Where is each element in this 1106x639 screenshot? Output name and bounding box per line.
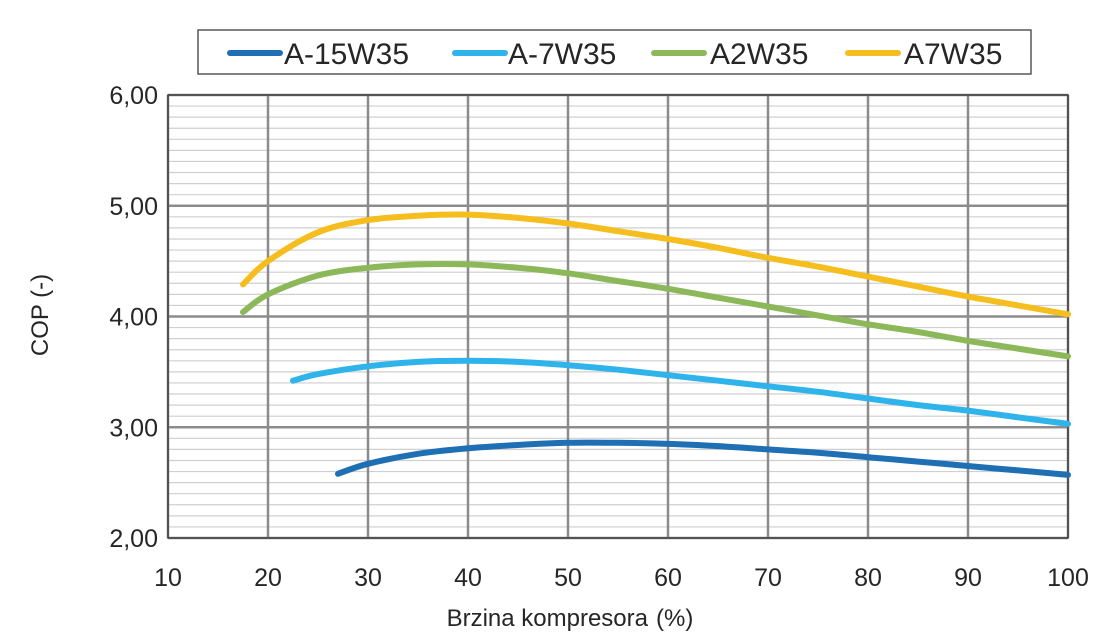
x-tick-label: 70 — [754, 564, 782, 592]
series-lines — [240, 211, 1071, 478]
grid — [166, 93, 1070, 540]
y-tick-label: 2,00 — [109, 525, 158, 553]
x-tick-label: 50 — [554, 564, 582, 592]
x-tick-label: 20 — [254, 564, 282, 592]
series-line-a-15w35 — [335, 439, 1071, 478]
legend-item-3: A2W35 — [651, 38, 808, 71]
y-tick-label: 6,00 — [109, 82, 158, 110]
y-tick-label: 5,00 — [109, 193, 158, 221]
legend-label-a-7w35: A-7W35 — [508, 38, 616, 71]
y-axis-ticks: 2,00 3,00 4,00 5,00 6,00 — [109, 82, 158, 553]
x-tick-label: 30 — [354, 564, 382, 592]
x-tick-label: 40 — [454, 564, 482, 592]
series-line-a2w35 — [240, 261, 1071, 360]
legend-item-2: A-7W35 — [452, 38, 616, 71]
x-axis-title: Brzina kompresora — [447, 605, 649, 632]
x-axis-ticks: 10 20 30 40 50 60 70 80 90 100 — [154, 564, 1089, 592]
x-tick-label: 60 — [654, 564, 682, 592]
legend: A-15W35 A-7W35 A2W35 A7W35 — [197, 29, 1032, 75]
x-axis-unit: (%) — [656, 605, 693, 632]
x-tick-label: 90 — [954, 564, 982, 592]
series-line-a7w35 — [240, 211, 1071, 318]
legend-item-4: A7W35 — [845, 38, 1002, 71]
x-tick-label: 80 — [854, 564, 882, 592]
legend-label-a-15w35: A-15W35 — [284, 38, 409, 71]
y-tick-label: 4,00 — [109, 304, 158, 332]
x-axis-title-group: Brzina kompresora (%) — [447, 605, 694, 632]
y-axis-title: COP (-) — [27, 274, 54, 356]
y-tick-label: 3,00 — [109, 414, 158, 442]
legend-label-a2w35: A2W35 — [710, 38, 808, 71]
legend-item-1: A-15W35 — [227, 38, 409, 71]
legend-label-a7w35: A7W35 — [904, 38, 1002, 71]
series-line-a-7w35 — [290, 357, 1071, 427]
x-tick-label: 10 — [154, 564, 182, 592]
x-tick-label: 100 — [1047, 564, 1089, 592]
